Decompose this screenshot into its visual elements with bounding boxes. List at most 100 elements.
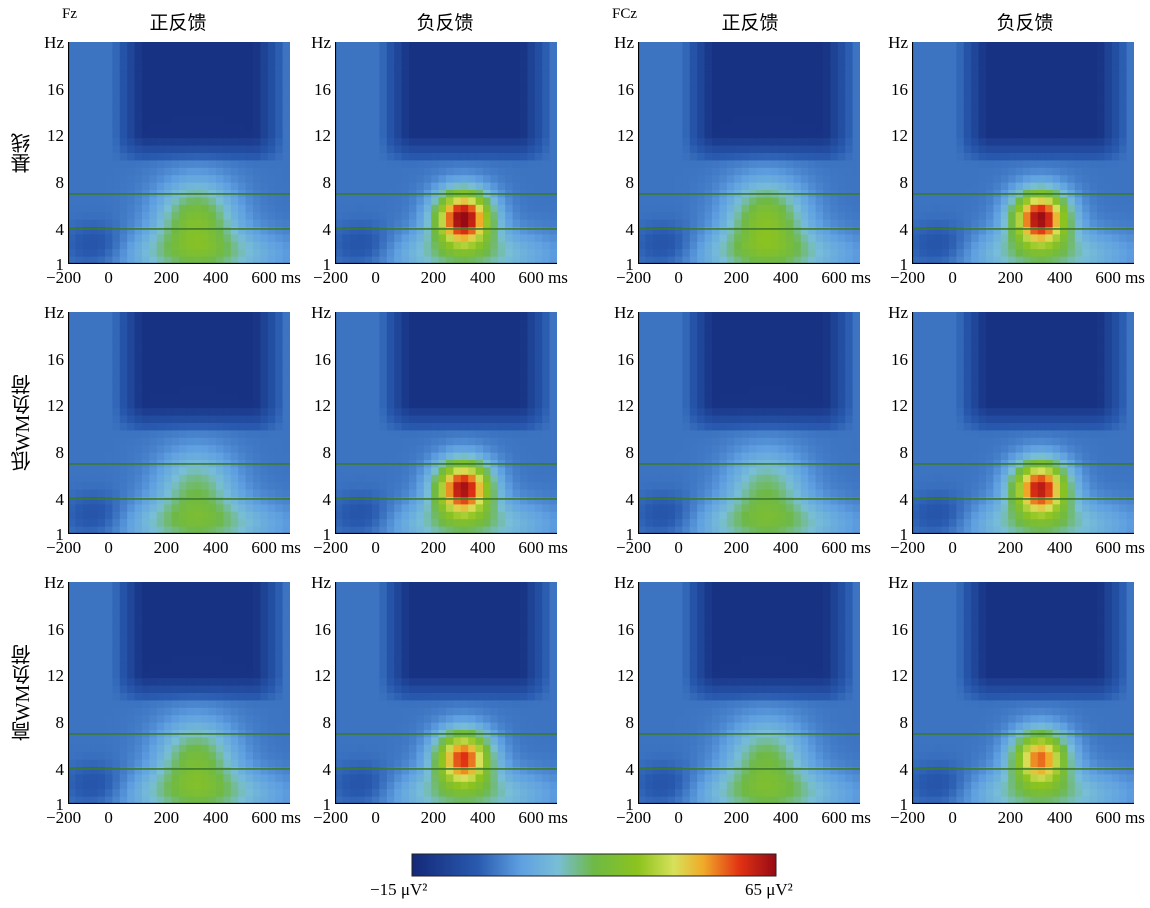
heatmap-cell	[134, 204, 143, 213]
heatmap-cell	[468, 182, 477, 191]
heatmap-cell	[919, 160, 928, 169]
heatmap-cell	[830, 182, 839, 191]
y-tick-label: Hz	[44, 303, 64, 322]
heatmap-cell	[386, 241, 395, 250]
heatmap-cell	[97, 42, 106, 50]
heatmap-cell	[778, 64, 787, 73]
heatmap-cell	[201, 474, 210, 483]
heatmap-cell	[475, 42, 484, 50]
heatmap-cell	[134, 356, 143, 365]
heatmap-cell	[186, 408, 195, 417]
heatmap-cell	[119, 145, 128, 154]
heatmap-cell	[253, 153, 261, 161]
heatmap-cell	[971, 167, 980, 176]
heatmap-cell	[512, 256, 521, 264]
heatmap-cell	[1000, 123, 1009, 132]
heatmap-cell	[682, 212, 691, 221]
heatmap-cell	[409, 519, 417, 528]
heatmap-cell	[349, 489, 358, 498]
heatmap-cell	[253, 101, 261, 110]
heatmap-cell	[335, 145, 343, 154]
heatmap-cell	[675, 153, 683, 161]
heatmap-cell	[372, 437, 380, 446]
heatmap-cell	[926, 138, 935, 147]
heatmap-cell	[815, 138, 824, 147]
heatmap-cell	[112, 415, 121, 424]
heatmap-cell	[119, 204, 128, 213]
heatmap-cell	[216, 42, 224, 50]
heatmap-cell	[1000, 101, 1009, 110]
heatmap-cell	[549, 116, 557, 124]
heatmap-cell	[697, 249, 706, 258]
heatmap-cell	[282, 86, 290, 95]
heatmap-cell	[253, 400, 261, 409]
heatmap-cell	[416, 393, 425, 402]
heatmap-cell	[156, 319, 165, 328]
heatmap-cell	[253, 160, 261, 169]
heatmap-cell	[446, 108, 454, 117]
heatmap-cell	[431, 430, 440, 439]
heatmap-cell	[416, 504, 425, 513]
heatmap-cell	[912, 212, 920, 221]
y-tick-label: 8	[322, 173, 332, 193]
heatmap-cell	[409, 415, 417, 424]
heatmap-cell	[446, 130, 454, 139]
heatmap-cell	[1015, 219, 1024, 228]
heatmap-cell	[490, 204, 499, 213]
heatmap-cell	[734, 241, 743, 250]
heatmap-cell	[164, 86, 173, 95]
heatmap-cell	[1045, 93, 1054, 102]
heatmap-cell	[786, 116, 794, 124]
heatmap-cell	[401, 319, 410, 328]
heatmap-cell	[808, 160, 817, 169]
heatmap-cell	[372, 79, 380, 87]
heatmap-cell	[105, 175, 113, 184]
heatmap-cell	[534, 153, 543, 161]
heatmap-cell	[193, 204, 202, 213]
heatmap-cell	[238, 349, 247, 357]
heatmap-cell	[660, 219, 669, 228]
heatmap-cell	[912, 175, 920, 184]
heatmap-cell	[483, 64, 491, 73]
heatmap-cell	[1000, 71, 1009, 80]
heatmap-cell	[978, 93, 987, 102]
heatmap-cell	[993, 256, 1002, 264]
heatmap-cell	[712, 108, 720, 117]
heatmap-cell	[156, 182, 165, 191]
heatmap-cell	[349, 497, 358, 505]
heatmap-cell	[267, 393, 276, 402]
heatmap-cell	[1045, 219, 1054, 228]
heatmap-cell	[105, 167, 113, 176]
heatmap-cell	[379, 445, 388, 454]
heatmap-cell	[912, 160, 920, 169]
heatmap-cell	[497, 49, 506, 58]
heatmap-cell	[386, 356, 395, 365]
heatmap-cell	[719, 212, 728, 221]
heatmap-cell	[275, 116, 284, 124]
heatmap-cell	[475, 116, 484, 124]
heatmap-cell	[253, 445, 261, 454]
x-tick-label: 600 ms	[251, 268, 301, 287]
heatmap-cell	[726, 241, 735, 250]
heatmap-cell	[68, 526, 76, 534]
heatmap-cell	[941, 56, 950, 65]
heatmap-cell	[483, 71, 491, 80]
heatmap-cell	[68, 212, 76, 221]
heatmap-cell	[1037, 197, 1046, 206]
heatmap-cell	[949, 116, 957, 124]
heatmap-cell	[542, 234, 551, 243]
heatmap-cell	[549, 49, 557, 58]
heatmap-cell	[986, 93, 994, 102]
heatmap-cell	[134, 182, 143, 191]
heatmap-cell	[386, 474, 395, 483]
heatmap-cell	[282, 482, 290, 491]
heatmap-cell	[941, 64, 950, 73]
heatmap-cell	[934, 227, 943, 235]
heatmap-cell	[756, 227, 765, 235]
heatmap-cell	[423, 326, 432, 335]
heatmap-cell	[394, 393, 403, 402]
heatmap-cell	[1008, 86, 1017, 95]
heatmap-cell	[808, 64, 817, 73]
heatmap-cell	[460, 241, 469, 250]
heatmap-cell	[660, 79, 669, 87]
